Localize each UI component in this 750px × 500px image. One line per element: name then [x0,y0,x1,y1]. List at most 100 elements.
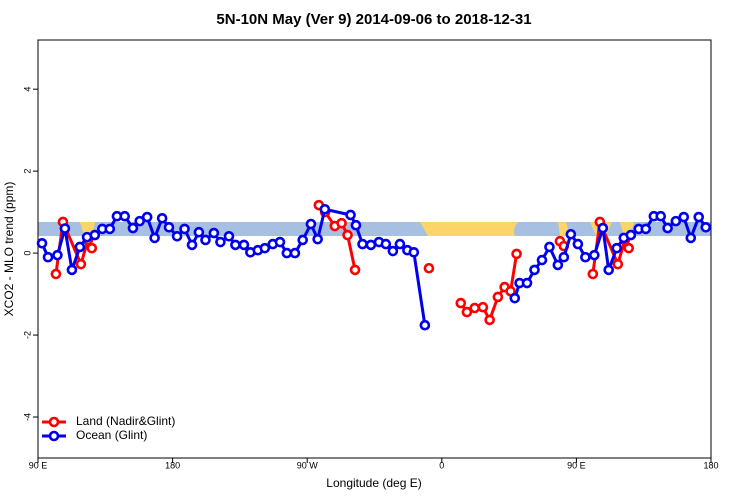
data-point [693,211,705,223]
x-tick-label: 90 E [567,460,586,470]
data-point [336,217,347,229]
data-point [589,249,600,261]
data-point [42,251,54,263]
data-point [59,223,71,234]
data-point [511,248,522,260]
data-point [357,238,368,250]
data-point [587,268,599,280]
data-point [380,238,392,250]
data-point [52,249,63,261]
data-point [419,319,431,331]
data-point [640,223,652,235]
ocean-strip [38,222,711,236]
data-point [342,229,353,241]
y-tick-label: 0 [22,251,32,256]
legend-marker [48,416,60,428]
data-point [670,215,682,227]
y-tick-label: -2 [22,331,32,339]
data-point [350,219,362,231]
data-point [171,230,183,242]
data-point [623,242,635,254]
data-point [208,227,220,239]
data-point [319,203,331,215]
data-point [625,229,637,241]
data-point [662,222,673,234]
data-point [572,238,584,250]
chart-title: 5N-10N May (Ver 9) 2014-09-06 to 2018-12… [216,11,531,28]
data-point [89,229,101,241]
data-point [387,245,399,257]
data-point [193,226,205,238]
y-axis-label: XCO2 - MLO trend (ppm) [2,182,16,317]
data-point [259,242,271,254]
data-point [469,302,481,314]
data-point [50,268,62,280]
data-point [289,247,301,259]
data-point [119,210,131,222]
data-point [611,242,623,254]
map-strip [38,222,711,236]
x-tick-label: 90 E [29,460,48,470]
data-point [685,232,697,244]
data-point [66,264,78,276]
data-point [215,236,226,248]
data-point [86,242,98,254]
data-point [200,234,211,246]
data-point [186,239,198,251]
data-point [509,292,521,304]
data-point [678,211,690,223]
x-axis-label: Longitude (deg E) [326,476,421,490]
data-point [700,221,712,233]
legend-marker [48,430,60,442]
land-patch [420,222,518,236]
data-point [492,291,504,303]
data-point [484,314,495,326]
data-point [565,228,577,240]
data-point [655,210,667,222]
data-point [408,246,420,258]
data-point [603,264,615,276]
data-point [558,251,570,263]
data-point [163,221,175,233]
data-point [156,212,168,224]
data-point [455,297,467,309]
data-point [423,262,435,274]
y-tick-label: 2 [22,169,32,174]
data-point [580,251,591,263]
data-point [75,258,87,270]
data-point [238,239,250,251]
data-point [223,230,235,242]
data-point [230,239,241,251]
data-point [149,232,160,244]
x-tick-label: 90 W [297,460,319,470]
data-point [536,254,548,266]
data-point [74,241,86,253]
data-point [127,222,139,234]
data-point [345,209,356,221]
data-point [274,236,286,248]
legend-label: Land (Nadir&Glint) [76,414,175,428]
data-point [521,277,533,289]
data-point [305,218,317,230]
data-point [36,237,48,249]
x-tick-label: 0 [439,460,444,470]
legend-label: Ocean (Glint) [76,428,147,442]
data-point [544,241,555,253]
data-point [179,223,190,235]
data-point [461,306,473,318]
data-point [394,238,406,250]
data-point [597,222,609,234]
data-point [312,233,323,245]
x-tick-label: 180 [703,460,718,470]
data-point [552,259,564,271]
x-tick-label: 180 [165,460,180,470]
data-point [297,234,309,246]
data-point [349,264,361,276]
y-tick-label: -4 [22,413,32,421]
data-point [141,211,153,223]
data-point [134,215,145,227]
plot-frame [37,39,712,459]
data-point [477,301,489,313]
y-tick-label: 4 [22,87,32,92]
